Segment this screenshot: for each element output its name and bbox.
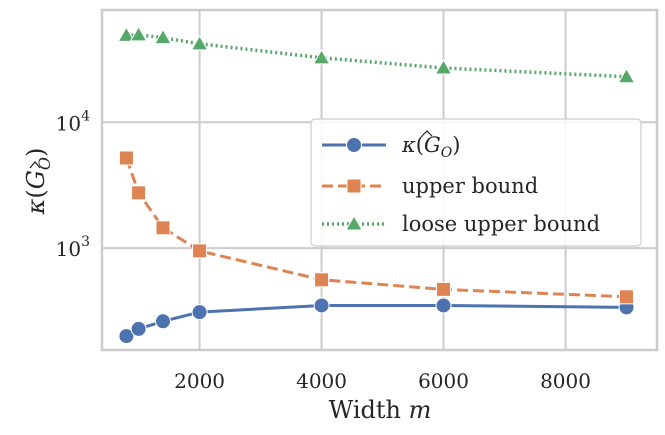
y-label-hat-accent bbox=[29, 160, 41, 169]
legend-hat-accent bbox=[421, 130, 433, 137]
data-point-square bbox=[619, 289, 635, 305]
data-point-triangle bbox=[154, 28, 172, 45]
data-point-triangle bbox=[129, 25, 148, 42]
data-point-circle bbox=[154, 313, 171, 330]
legend: κ(GO) upper bound loose upper bound bbox=[310, 118, 642, 247]
legend-label-loose-upper-bound: loose upper bound bbox=[402, 212, 600, 236]
data-point-square bbox=[118, 150, 134, 166]
x-tick-label: 2000 bbox=[174, 369, 225, 393]
x-axis-label: Width m bbox=[329, 396, 432, 424]
x-tick-label: 4000 bbox=[296, 369, 347, 393]
tick-labels: 2000 4000 6000 8000 103 104 bbox=[56, 108, 591, 393]
data-point-circle bbox=[435, 297, 452, 314]
data-point-circle bbox=[191, 304, 208, 321]
data-point-square bbox=[155, 220, 171, 236]
data-point-triangle bbox=[190, 34, 209, 51]
data-point-circle bbox=[313, 297, 330, 314]
legend-marker-kappa bbox=[346, 137, 362, 153]
data-point-triangle bbox=[434, 58, 453, 75]
series-group bbox=[117, 25, 636, 345]
data-point-triangle bbox=[117, 26, 136, 42]
x-tick-label: 8000 bbox=[540, 369, 591, 393]
data-point-triangle bbox=[312, 48, 331, 65]
data-point-circle bbox=[130, 320, 147, 337]
legend-box bbox=[310, 118, 642, 247]
y-tick-label: 104 bbox=[56, 108, 90, 135]
legend-marker-loose-upper-bound bbox=[345, 214, 363, 231]
x-tick-label: 6000 bbox=[418, 369, 469, 393]
data-point-square bbox=[436, 281, 452, 297]
legend-marker-upper-bound bbox=[346, 178, 362, 194]
legend-label-upper-bound: upper bound bbox=[402, 174, 538, 198]
y-axis-label: κ(GO) bbox=[22, 148, 54, 216]
data-point-square bbox=[131, 185, 147, 201]
legend-label-kappa: κ(GO) bbox=[401, 133, 460, 161]
data-point-square bbox=[314, 272, 330, 288]
plot-frame bbox=[100, 8, 659, 352]
data-point-triangle bbox=[617, 67, 636, 84]
y-tick-label: 103 bbox=[56, 234, 90, 261]
data-point-circle bbox=[118, 328, 135, 345]
data-point-square bbox=[192, 243, 208, 259]
